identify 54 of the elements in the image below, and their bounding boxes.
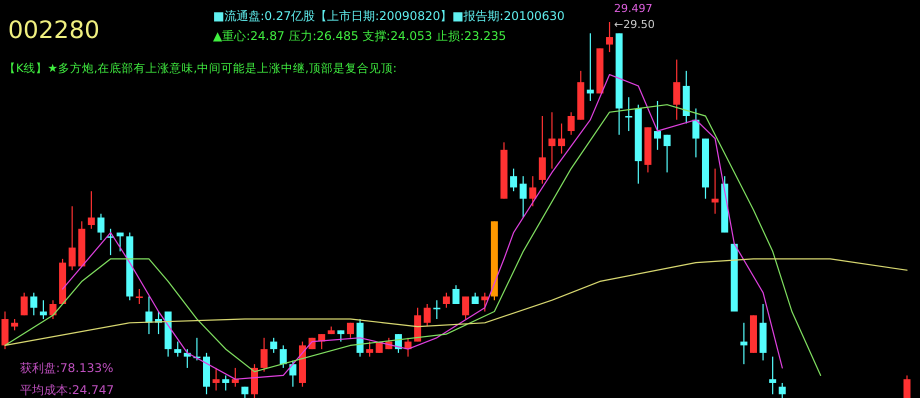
candlestick <box>30 292 38 316</box>
candlestick <box>212 367 220 392</box>
candlestick <box>116 232 124 252</box>
candlestick <box>520 176 527 218</box>
candlestick <box>712 168 719 214</box>
candlestick <box>606 21 614 53</box>
candlestick <box>68 206 76 271</box>
candlestick <box>280 344 287 369</box>
candlestick <box>625 96 632 132</box>
candlestick <box>586 32 594 102</box>
candlestick <box>289 360 296 388</box>
candlestick <box>548 112 556 170</box>
candlestick <box>260 337 268 372</box>
candlestick <box>346 322 354 338</box>
candlestick <box>462 296 470 320</box>
candlestick <box>654 100 662 150</box>
candlestick <box>424 303 431 328</box>
candlestick <box>904 374 910 398</box>
candlestick <box>692 108 700 158</box>
candlestick <box>270 337 278 354</box>
chart-subtitle: ■流通盘:0.27亿股【上市日期:20090820】■报告期:20100630 <box>213 9 565 23</box>
candlestick <box>452 284 460 305</box>
candlestick <box>88 190 95 230</box>
candlestick <box>442 292 450 308</box>
candlestick <box>740 322 748 365</box>
candlestick <box>769 356 776 395</box>
candlestick <box>558 122 566 154</box>
candlestick <box>174 341 182 358</box>
candlestick <box>136 288 143 305</box>
candlestick <box>778 382 786 398</box>
text: 29.497 <box>614 2 652 15</box>
chart-title: 002280 <box>8 16 100 44</box>
candlestick <box>11 318 18 331</box>
annotation: 获利盘:78.133% <box>20 361 114 375</box>
candlestick <box>673 59 680 120</box>
candlestick <box>20 292 28 316</box>
candlestick <box>664 134 671 173</box>
candlestick <box>145 296 152 335</box>
candlestick <box>40 300 47 320</box>
candlestick <box>510 168 518 192</box>
candlestick <box>366 341 374 358</box>
candlestick <box>232 367 239 388</box>
candlestick <box>241 386 248 398</box>
candlestick <box>433 300 440 320</box>
annotation: ▲重心:24.87 压力:26.485 支撑:24.053 止损:23.235 <box>213 29 506 43</box>
candlestick <box>529 176 536 207</box>
annotation: 平均成本:24.747 <box>20 383 114 397</box>
annotation: 【K线】★多方炮,在底部有上涨意味,中间可能是上涨中继,顶部是复合见顶: <box>4 61 397 75</box>
candlestick <box>538 115 546 184</box>
candlestick <box>222 374 230 392</box>
candlestick <box>97 213 104 241</box>
annotation: ←29.50 <box>614 18 655 31</box>
candlestick <box>49 300 56 320</box>
candlestick <box>568 112 575 136</box>
